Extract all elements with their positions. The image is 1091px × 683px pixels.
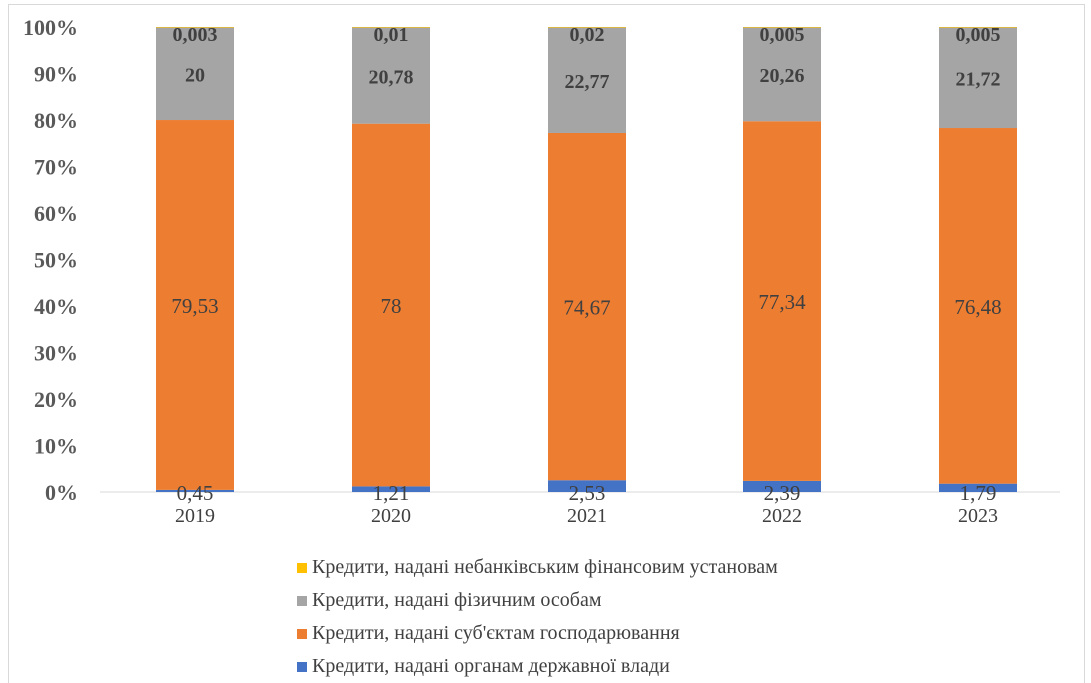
y-tick-label: 40% [34, 294, 78, 319]
bar-segment [352, 27, 430, 28]
bar-segment [743, 27, 821, 122]
bar-segment [156, 120, 234, 490]
data-label: 0,005 [760, 24, 805, 46]
legend-label: Кредити, надані небанківським фінансовим… [312, 556, 778, 578]
data-label: 0,02 [570, 24, 605, 46]
legend-label: Кредити, надані суб'єктам господарювання [312, 622, 680, 644]
x-tick-label: 2022 [762, 505, 802, 527]
legend-swatch [297, 662, 307, 672]
chart-frame [8, 4, 1085, 683]
bar-segment [939, 27, 1017, 129]
data-label: 2,53 [569, 481, 606, 505]
data-label: 1,79 [960, 481, 997, 505]
legend-label: Кредити, надані фізичним особам [312, 589, 602, 611]
data-label: 78 [381, 294, 402, 318]
data-label: 20,26 [760, 65, 805, 87]
bar-segment [548, 27, 626, 28]
y-tick-label: 20% [34, 387, 78, 412]
y-axis: 0% 10% 20% 30% 40% 50% 60% 70% 80% 90% 100% [23, 15, 78, 505]
bar-segment [156, 27, 234, 121]
x-tick-label: 2021 [567, 505, 607, 527]
x-tick-label: 2020 [371, 505, 411, 527]
data-label: 22,77 [565, 71, 610, 93]
bar-segment [548, 480, 626, 492]
bar-segment [548, 27, 626, 133]
y-tick-label: 30% [34, 341, 78, 366]
bar-segment [743, 27, 821, 28]
y-tick-label: 10% [34, 434, 78, 459]
data-label: 20,78 [369, 66, 414, 88]
y-tick-label: 50% [34, 248, 78, 273]
data-label: 79,53 [171, 294, 218, 318]
x-axis: 2019 2020 2021 2022 2023 [175, 505, 998, 527]
y-tick-label: 90% [34, 62, 78, 87]
y-tick-label: 60% [34, 201, 78, 226]
bar-segment [156, 27, 234, 28]
y-tick-label: 80% [34, 108, 78, 133]
bar-segment [156, 489, 234, 492]
bar-segment [548, 132, 626, 481]
bar-segment [939, 27, 1017, 28]
legend-swatch [297, 629, 307, 639]
data-label: 0,003 [173, 24, 218, 46]
bar-segment [352, 486, 430, 492]
x-tick-label: 2023 [958, 505, 998, 527]
legend-swatch [297, 596, 307, 606]
data-labels: 0,45 79,53 20 0,003 1,21 78 20,78 0,01 2,53 74,67… [171, 24, 1001, 505]
data-label: 21,72 [956, 69, 1001, 91]
bar-segment [939, 128, 1017, 484]
x-tick-label: 2019 [175, 505, 215, 527]
data-label: 0,01 [374, 24, 409, 46]
bar-segment [939, 483, 1017, 492]
data-label: 74,67 [563, 296, 610, 320]
legend: Кредити, надані небанківським фінансовим… [297, 556, 778, 677]
y-tick-label: 0% [45, 480, 78, 505]
bar-segment [352, 27, 430, 124]
data-label: 0,005 [956, 24, 1001, 46]
data-label: 20 [185, 65, 205, 87]
data-label: 77,34 [758, 290, 806, 314]
y-tick-label: 100% [23, 15, 78, 40]
bar-segment [352, 123, 430, 487]
bar-segment [743, 480, 821, 492]
data-label: 0,45 [177, 481, 214, 505]
data-label: 1,21 [373, 481, 410, 505]
bars [156, 27, 1017, 492]
bar-segment [743, 121, 821, 481]
data-label: 76,48 [954, 295, 1001, 319]
data-label: 2,39 [764, 481, 801, 505]
legend-swatch [297, 563, 307, 573]
y-tick-label: 70% [34, 155, 78, 180]
legend-label: Кредити, надані органам державної влади [312, 655, 670, 677]
